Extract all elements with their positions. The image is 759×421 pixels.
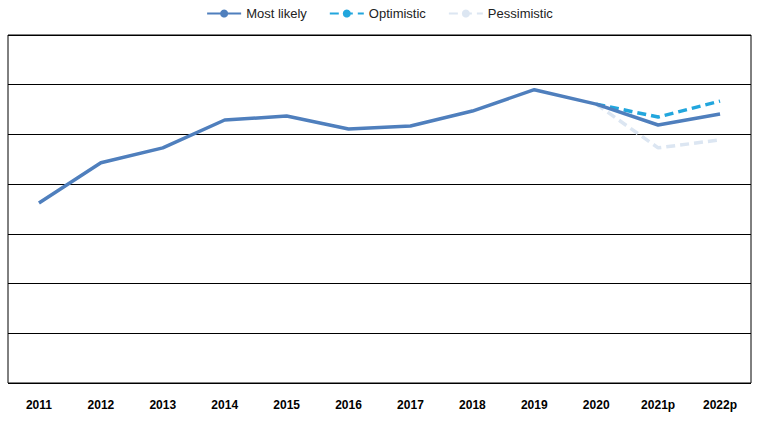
svg-text:2013: 2013: [149, 398, 176, 412]
svg-text:Most likely: Most likely: [246, 6, 307, 21]
svg-text:2016: 2016: [335, 398, 362, 412]
svg-text:2019: 2019: [521, 398, 548, 412]
svg-text:2020: 2020: [583, 398, 610, 412]
svg-text:Pessimistic: Pessimistic: [488, 6, 554, 21]
svg-text:Optimistic: Optimistic: [369, 6, 427, 21]
svg-text:2018: 2018: [459, 398, 486, 412]
svg-text:2014: 2014: [211, 398, 238, 412]
svg-text:2012: 2012: [88, 398, 115, 412]
svg-text:2017: 2017: [397, 398, 424, 412]
svg-text:2011: 2011: [26, 398, 52, 412]
svg-text:2022p: 2022p: [703, 398, 737, 412]
svg-text:2015: 2015: [273, 398, 300, 412]
svg-text:2021p: 2021p: [641, 398, 675, 412]
